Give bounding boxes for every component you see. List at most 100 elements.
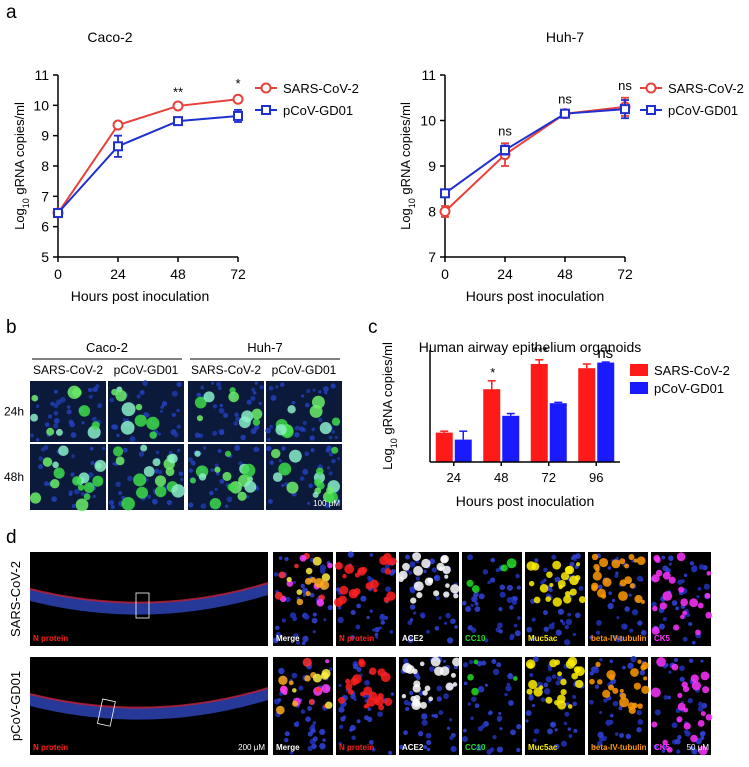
- cell: [484, 638, 489, 643]
- cell: [250, 428, 257, 435]
- cell: [146, 416, 160, 430]
- cell: [283, 738, 287, 742]
- cell: [619, 733, 625, 738]
- cell: [637, 719, 644, 725]
- cell: [281, 483, 285, 488]
- cell: [302, 657, 312, 667]
- cell: [467, 674, 474, 681]
- cell: [129, 436, 136, 443]
- cell: [328, 471, 333, 476]
- cell: [53, 402, 59, 409]
- cell: [403, 730, 408, 736]
- cell: [278, 459, 282, 463]
- cell: [676, 552, 686, 562]
- cell: [360, 595, 367, 602]
- x-tick-label: 96: [589, 470, 603, 485]
- significance-label: ns: [597, 345, 613, 362]
- panel-label: a: [6, 2, 17, 23]
- cell: [643, 676, 648, 681]
- column-label: SARS-CoV-2: [191, 363, 261, 377]
- cell: [619, 697, 629, 708]
- cell: [573, 728, 578, 733]
- cell: [608, 591, 612, 596]
- cell: [347, 689, 354, 695]
- cell: [446, 726, 451, 730]
- cell: [603, 747, 607, 751]
- cell: [389, 630, 394, 634]
- cell: [506, 584, 513, 591]
- cell: [468, 659, 474, 665]
- cell: [209, 498, 222, 510]
- column-label: SARS-CoV-2: [33, 363, 103, 377]
- cell: [273, 572, 279, 577]
- cell: [121, 402, 136, 417]
- cell: [352, 663, 359, 670]
- cell: [527, 662, 534, 669]
- cell: [316, 467, 324, 476]
- cell: [278, 556, 283, 560]
- cell: [607, 566, 612, 570]
- cell: [677, 702, 686, 711]
- series-line: [444, 108, 626, 195]
- cell: [275, 631, 282, 638]
- cell: [706, 571, 712, 576]
- cell: [429, 666, 435, 672]
- cell: [532, 738, 537, 743]
- cell: [299, 476, 305, 481]
- cell: [661, 749, 666, 753]
- cell: [627, 662, 634, 669]
- cell: [572, 632, 577, 637]
- cell: [413, 565, 423, 576]
- cell: [238, 416, 251, 429]
- cell: [377, 711, 383, 717]
- cell: [505, 685, 512, 692]
- cell: [572, 701, 578, 707]
- cell: [409, 588, 416, 594]
- cell: [662, 745, 667, 750]
- panel-label: d: [6, 527, 17, 548]
- cell: [515, 573, 520, 579]
- cell: [683, 722, 691, 730]
- cell: [115, 390, 127, 402]
- cell: [58, 445, 69, 457]
- cell: [210, 468, 215, 472]
- y-axis-label-part: gRNA copies/ml: [12, 102, 27, 198]
- cell: [323, 386, 329, 392]
- cell: [690, 734, 698, 743]
- cell: [511, 599, 518, 606]
- cell: [624, 606, 630, 612]
- cell: [135, 403, 143, 411]
- column-label: pCoV-GD01: [114, 363, 179, 377]
- marker: [560, 108, 570, 119]
- cell: [88, 394, 93, 399]
- cell: [258, 401, 262, 406]
- cell: [66, 409, 72, 415]
- cell: [676, 716, 683, 723]
- cell: [481, 660, 487, 666]
- cell: [688, 621, 693, 627]
- cell: [592, 744, 596, 748]
- cell: [445, 583, 450, 588]
- cell: [222, 471, 232, 481]
- cell: [636, 709, 642, 716]
- group-label: Caco-2: [86, 340, 128, 355]
- cell: [301, 641, 306, 646]
- cell: [259, 385, 264, 390]
- cell: [314, 478, 322, 486]
- cell: [91, 416, 97, 422]
- cell: [344, 564, 355, 574]
- cell: [196, 415, 204, 422]
- y-axis-label: Log10 gRNA copies/ml: [380, 342, 399, 470]
- cell: [698, 564, 705, 570]
- cell: [319, 564, 327, 571]
- y-axis-label-sub: 10: [21, 198, 31, 208]
- cell: [449, 735, 454, 740]
- cell: [342, 573, 347, 579]
- cell: [435, 596, 440, 600]
- cell: [189, 477, 196, 484]
- scale-label: 100 μM: [313, 499, 340, 508]
- cell: [321, 573, 331, 582]
- stain-label: CC10: [465, 634, 486, 643]
- cell: [467, 554, 474, 561]
- cell: [671, 663, 679, 671]
